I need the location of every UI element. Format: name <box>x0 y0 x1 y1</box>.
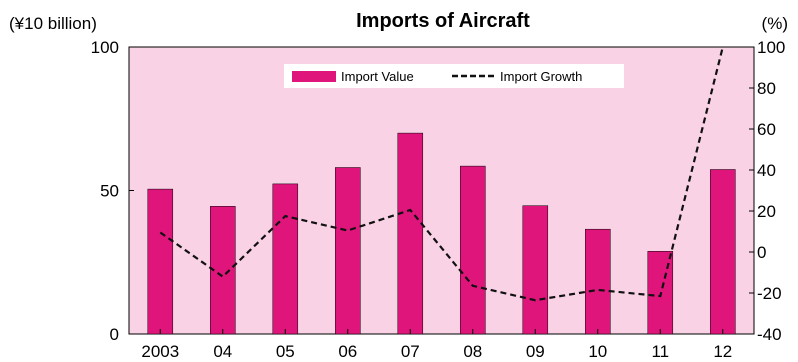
x-tick-label-04: 04 <box>213 342 232 361</box>
bar-10 <box>585 228 611 335</box>
line-series-import-growth <box>159 46 724 302</box>
right-axis-unit: (%) <box>762 14 788 33</box>
bar-series-import-value <box>147 132 736 335</box>
bar-2003 <box>147 188 174 335</box>
right-tick-label-40: 40 <box>757 161 776 180</box>
right-y-axis: -40 -20 0 20 40 60 80 100 <box>749 38 785 344</box>
bar-07 <box>397 132 424 335</box>
x-tick-label-07: 07 <box>401 342 420 361</box>
right-tick-label-60: 60 <box>757 120 776 139</box>
x-tick-label-12: 12 <box>713 342 732 361</box>
x-tick-label-09: 09 <box>526 342 545 361</box>
x-axis: 2003 04 05 06 07 08 09 10 11 12 <box>141 329 732 361</box>
legend-swatch-import-value <box>292 71 336 82</box>
bar-12 <box>710 169 736 335</box>
right-tick-label--20: -20 <box>757 284 782 303</box>
right-tick-label--40: -40 <box>757 325 782 344</box>
right-tick-label-20: 20 <box>757 202 776 221</box>
legend-label-import-growth: Import Growth <box>500 69 582 84</box>
bar-09 <box>522 205 549 335</box>
right-tick-label-80: 80 <box>757 79 776 98</box>
bar-06 <box>335 167 361 335</box>
right-tick-label-100: 100 <box>757 38 785 57</box>
growth-line <box>159 46 724 302</box>
chart-title: Imports of Aircraft <box>356 10 530 32</box>
left-tick-label-50: 50 <box>100 182 119 201</box>
left-y-axis: 0 50 100 <box>91 38 134 344</box>
left-tick-label-0: 0 <box>110 325 119 344</box>
left-tick-label-100: 100 <box>91 38 119 57</box>
x-tick-label-05: 05 <box>276 342 295 361</box>
legend: Import Value Import Growth <box>284 64 624 88</box>
x-tick-label-10: 10 <box>588 342 607 361</box>
legend-label-import-value: Import Value <box>341 69 414 84</box>
x-tick-label-08: 08 <box>463 342 482 361</box>
left-axis-unit: (¥10 billion) <box>9 14 97 33</box>
bar-05 <box>272 183 299 335</box>
x-tick-label-11: 11 <box>651 342 669 361</box>
x-tick-label-2003: 2003 <box>141 342 179 361</box>
bar-08 <box>460 165 486 335</box>
x-tick-label-06: 06 <box>338 342 357 361</box>
right-tick-label-0: 0 <box>757 243 766 262</box>
